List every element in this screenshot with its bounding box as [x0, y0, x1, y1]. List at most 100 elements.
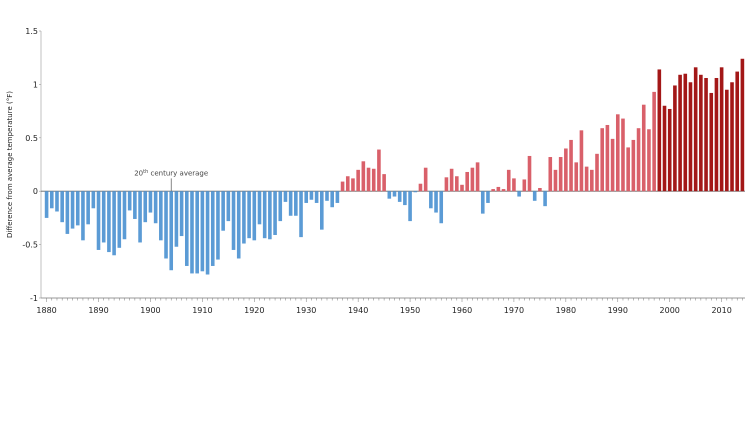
bar-1979 [558, 157, 563, 192]
bar-1956 [439, 191, 444, 224]
bar-1967 [496, 186, 501, 192]
bar-1987 [600, 128, 605, 192]
bar-1978 [553, 169, 558, 192]
x-tick-label: 1940 [348, 306, 368, 315]
bar-1931 [309, 191, 314, 200]
x-minor-ticks [46, 298, 743, 302]
bar-1920 [252, 191, 257, 241]
bar-1923 [268, 191, 272, 240]
annotation-superscript: th [143, 169, 148, 175]
bar-1994 [636, 128, 641, 192]
bar-1909 [195, 191, 199, 274]
bar-1941 [361, 161, 366, 192]
x-tick-label: 1930 [296, 306, 316, 315]
bar-2005 [693, 67, 698, 192]
bar-1962 [470, 167, 475, 192]
y-tick-label: -1 [30, 294, 38, 303]
bar-2012 [730, 82, 734, 192]
bar-1988 [605, 124, 610, 192]
bar-1959 [455, 176, 459, 192]
bar-1936 [335, 191, 340, 203]
y-tick-label: 0 [33, 187, 38, 196]
bar-1945 [382, 174, 386, 192]
bar-1904 [169, 191, 174, 271]
bar-2007 [704, 77, 708, 192]
bar-1995 [641, 104, 646, 192]
bar-1885 [70, 191, 75, 229]
bar-1998 [657, 69, 662, 192]
bar-1893 [112, 191, 116, 256]
bar-1972 [522, 179, 527, 192]
x-tick-label: 1980 [556, 306, 576, 315]
bar-2001 [673, 85, 677, 192]
bar-1914 [221, 191, 225, 231]
x-tick-label: 1910 [192, 306, 212, 315]
bar-1980 [564, 148, 568, 192]
bar-1918 [242, 191, 246, 244]
bar-1899 [143, 191, 148, 223]
bar-1926 [283, 191, 288, 202]
bar-1916 [231, 191, 236, 250]
bar-2002 [678, 74, 682, 192]
bar-1992 [626, 147, 630, 192]
bar-1911 [205, 191, 210, 275]
bar-1935 [330, 191, 334, 208]
bar-1989 [610, 138, 615, 192]
x-tick-label: 1920 [244, 306, 264, 315]
x-axis: 1880 1890 1900 1910 1920 1930 1940 1950 1960 1970… [36, 297, 745, 315]
x-tick-labels: 1880 1890 1900 1910 1920 1930 1940 1950 1960 1970… [36, 306, 731, 315]
bar-1898 [138, 191, 142, 243]
bar-1932 [314, 191, 319, 203]
x-tick-label: 2000 [660, 306, 680, 315]
bar-1896 [127, 191, 132, 211]
bar-1977 [548, 157, 553, 192]
bar-1950 [408, 191, 412, 222]
bar-1951 [413, 191, 418, 193]
y-tick-label: 0.5 [25, 134, 38, 143]
x-tick-label: 1970 [504, 306, 524, 315]
bar-1944 [377, 149, 381, 192]
bar-1947 [392, 191, 397, 197]
bar-1968 [501, 189, 506, 192]
bar-2013 [735, 71, 740, 192]
bar-1961 [465, 171, 469, 192]
bar-1903 [164, 191, 168, 259]
bar-1963 [475, 162, 480, 192]
bar-1891 [101, 191, 106, 243]
bar-2000 [667, 108, 672, 192]
bar-series [44, 58, 745, 275]
bar-1912 [210, 191, 215, 266]
bar-1948 [397, 191, 402, 202]
annotation-label: 20th century average [134, 169, 208, 178]
y-tick-label: 1.5 [25, 27, 38, 36]
bar-1883 [60, 191, 64, 223]
bar-1925 [278, 191, 283, 222]
bar-1937 [340, 181, 345, 192]
bar-1929 [299, 191, 303, 238]
bar-1999 [662, 105, 667, 192]
bar-1892 [107, 191, 111, 253]
bar-1934 [325, 191, 329, 201]
y-axis-title: Difference from average temperature (°F) [6, 91, 14, 238]
bar-1927 [288, 191, 293, 216]
bar-1915 [226, 191, 231, 222]
bar-1973 [527, 155, 532, 192]
bar-2011 [725, 89, 729, 192]
bar-1897 [133, 191, 137, 219]
bar-1982 [574, 162, 579, 192]
bar-1880 [44, 191, 49, 218]
bar-1905 [174, 191, 179, 247]
y-tick-label: -0.5 [22, 241, 38, 250]
bar-1996 [647, 129, 651, 192]
bar-1957 [444, 177, 449, 192]
bar-1881 [49, 191, 54, 209]
bar-1952 [418, 183, 423, 192]
bar-1888 [86, 191, 90, 225]
bar-1910 [200, 191, 205, 272]
bar-2009 [714, 77, 719, 192]
bar-1964 [480, 191, 485, 214]
bar-1919 [247, 191, 251, 239]
bar-1924 [273, 191, 277, 235]
bar-1921 [257, 191, 262, 225]
bar-1969 [506, 169, 511, 192]
